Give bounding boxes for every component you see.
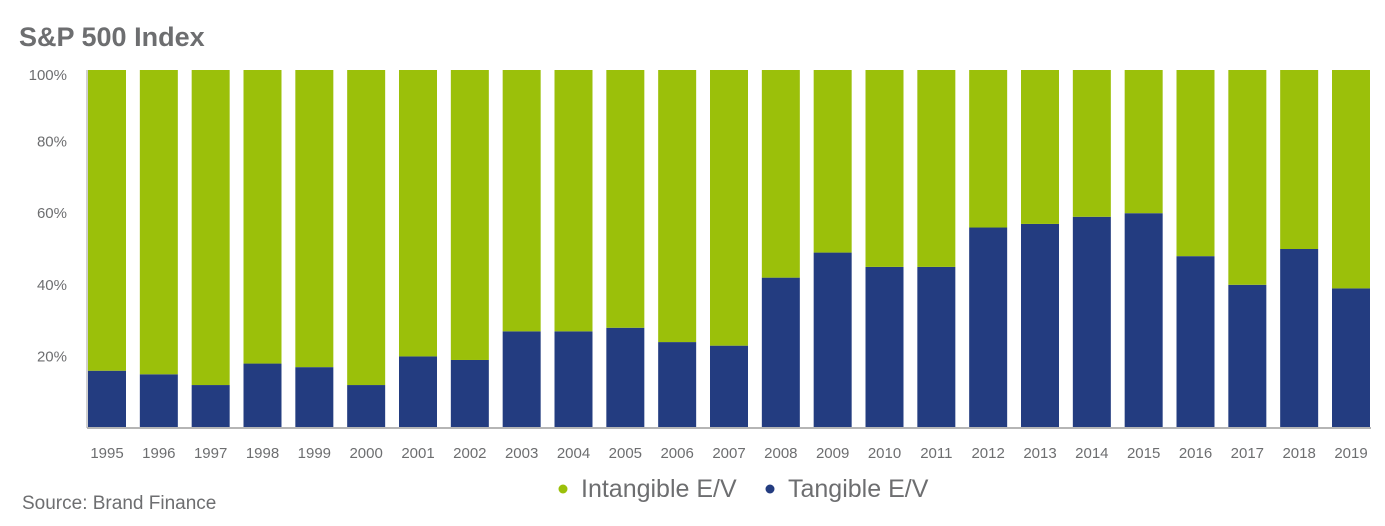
bar-intangible-1999 <box>295 70 334 368</box>
x-tick-label: 1996 <box>142 445 175 462</box>
bar-intangible-2013 <box>1021 70 1059 224</box>
bar-tangible-2003 <box>502 331 541 428</box>
bar-tangible-2009 <box>813 252 852 428</box>
bar-intangible-1995 <box>88 70 126 371</box>
x-tick-label: 2009 <box>816 445 849 462</box>
bar-tangible-2014 <box>1072 216 1111 428</box>
x-tick-label: 1998 <box>246 445 279 462</box>
bar-intangible-2017 <box>1228 70 1267 285</box>
bar-tangible-2015 <box>1124 213 1163 428</box>
bar-tangible-2017 <box>1228 284 1267 428</box>
bar-tangible-2013 <box>1021 223 1059 428</box>
bar-intangible-2009 <box>813 70 852 253</box>
bar-tangible-1998 <box>243 363 282 428</box>
x-tick-label: 1997 <box>194 445 227 462</box>
bar-intangible-2003 <box>502 70 541 332</box>
bar-tangible-2002 <box>450 359 489 428</box>
bar-tangible-2018 <box>1280 249 1319 428</box>
y-tick-label: 40% <box>37 277 67 294</box>
bar-intangible-2011 <box>917 70 956 267</box>
y-tick-label: 80% <box>37 134 67 151</box>
x-tick-label: 2011 <box>920 445 952 462</box>
bar-intangible-2000 <box>347 70 386 386</box>
x-tick-label: 2016 <box>1179 445 1212 462</box>
bar-tangible-2012 <box>969 227 1008 428</box>
x-tick-label: 2005 <box>609 445 642 462</box>
bar-tangible-2000 <box>347 385 386 428</box>
y-tick-label: 20% <box>37 348 67 365</box>
bar-intangible-1998 <box>243 70 282 364</box>
x-tick-label: 2008 <box>764 445 797 462</box>
x-tick-label: 2007 <box>712 445 745 462</box>
bar-intangible-2016 <box>1176 70 1215 257</box>
x-tick-label: 2014 <box>1075 445 1108 462</box>
bar-tangible-2008 <box>761 277 800 428</box>
x-tick-label: 2015 <box>1127 445 1160 462</box>
bar-intangible-2018 <box>1280 70 1319 249</box>
bar-tangible-2011 <box>917 266 956 428</box>
x-tick-label: 2012 <box>971 445 1004 462</box>
bar-tangible-2016 <box>1176 256 1215 428</box>
bar-tangible-2010 <box>865 266 904 428</box>
bar-tangible-1999 <box>295 367 334 428</box>
bar-tangible-1995 <box>88 370 126 428</box>
bar-intangible-1997 <box>191 70 230 386</box>
x-tick-label: 2013 <box>1023 445 1056 462</box>
chart-title: S&P 500 Index <box>19 22 205 52</box>
x-tick-label: 2010 <box>868 445 901 462</box>
bar-tangible-2004 <box>554 331 593 428</box>
x-tick-label: 2018 <box>1282 445 1315 462</box>
x-tick-label: 2017 <box>1231 445 1264 462</box>
bar-tangible-1997 <box>191 385 230 428</box>
bar-tangible-2001 <box>399 356 437 428</box>
legend-marker-tangible <box>765 484 775 494</box>
x-tick-label: 2001 <box>401 445 434 462</box>
x-tick-label: 2002 <box>453 445 486 462</box>
bar-intangible-2007 <box>710 70 748 346</box>
bar-intangible-2019 <box>1332 70 1370 289</box>
y-tick-label: 100% <box>29 67 67 84</box>
bar-intangible-2002 <box>450 70 489 360</box>
bar-tangible-2005 <box>606 327 645 428</box>
legend-marker-intangible <box>558 484 568 494</box>
x-tick-label: 2004 <box>557 445 590 462</box>
bar-intangible-2008 <box>761 70 800 278</box>
source-note: Source: Brand Finance <box>22 493 217 514</box>
bar-tangible-2006 <box>658 342 697 428</box>
x-tick-label: 2019 <box>1334 445 1367 462</box>
bar-intangible-2012 <box>969 70 1008 228</box>
x-tick-label: 1995 <box>90 445 123 462</box>
x-tick-label: 2006 <box>660 445 693 462</box>
bar-intangible-2006 <box>658 70 697 343</box>
bar-intangible-2010 <box>865 70 904 267</box>
x-tick-label: 2000 <box>349 445 382 462</box>
bar-intangible-2001 <box>399 70 437 357</box>
x-tick-label: 2003 <box>505 445 538 462</box>
bar-intangible-2014 <box>1072 70 1111 217</box>
bar-tangible-2007 <box>710 345 748 428</box>
bar-intangible-2015 <box>1124 70 1163 214</box>
legend-label-intangible: Intangible E/V <box>581 475 737 503</box>
bar-tangible-2019 <box>1332 288 1370 428</box>
bar-intangible-2004 <box>554 70 593 332</box>
bar-intangible-2005 <box>606 70 645 328</box>
bar-tangible-1996 <box>139 374 178 428</box>
x-tick-label: 1999 <box>298 445 331 462</box>
legend-label-tangible: Tangible E/V <box>788 475 929 503</box>
bar-intangible-1996 <box>139 70 178 375</box>
y-tick-label: 60% <box>37 205 67 222</box>
